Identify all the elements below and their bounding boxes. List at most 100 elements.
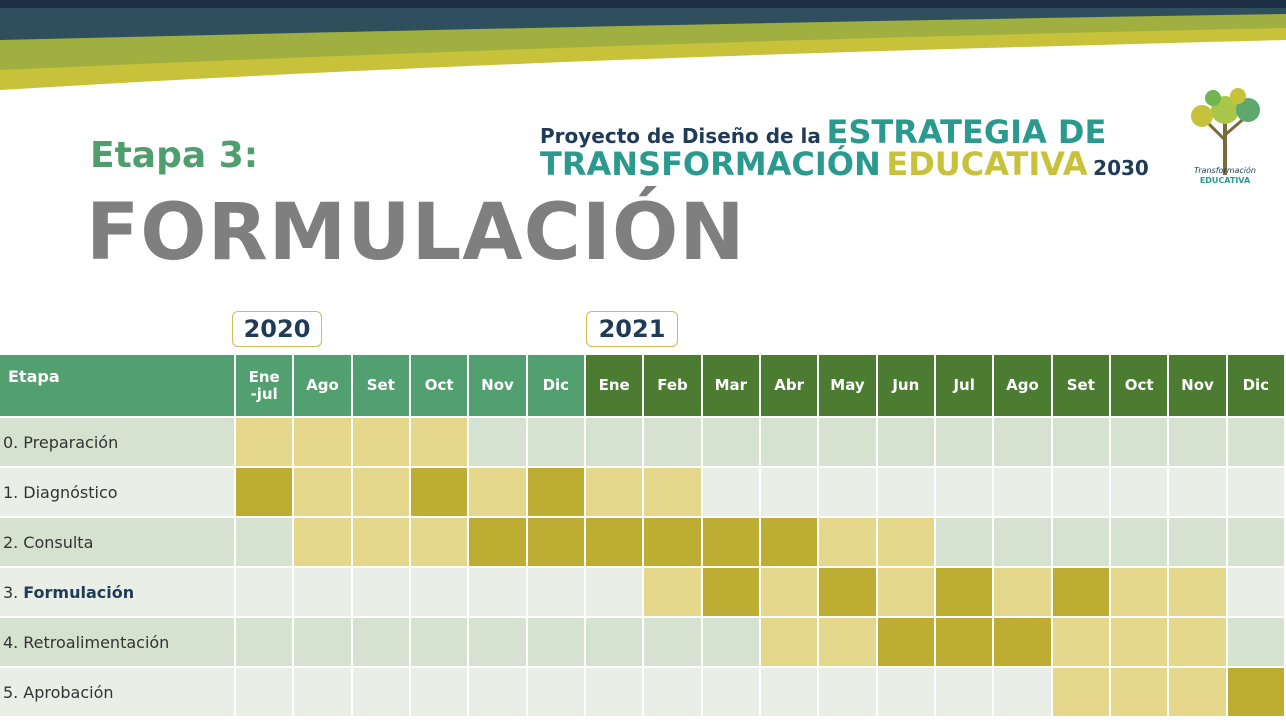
month-header: Abr xyxy=(761,355,820,418)
schedule-cell xyxy=(1111,618,1170,668)
schedule-cell xyxy=(936,618,995,668)
schedule-cell xyxy=(1227,418,1286,468)
schedule-cell xyxy=(702,568,761,618)
month-header: Ago xyxy=(294,355,353,418)
schedule-cell xyxy=(1052,668,1111,718)
month-header: Set xyxy=(1052,355,1111,418)
stage: Etapa 3: xyxy=(90,135,259,176)
schedule-cell xyxy=(1227,468,1286,518)
schedule-cell xyxy=(877,518,936,568)
brand-b: EDUCATIVA xyxy=(886,145,1088,183)
schedule-cell xyxy=(1111,568,1170,618)
schedule-cell xyxy=(527,468,586,518)
schedule-cell xyxy=(761,668,820,718)
schedule-cell xyxy=(352,668,411,718)
schedule-cell xyxy=(1052,518,1111,568)
row-label: 5. Aprobación xyxy=(0,668,236,718)
logo-a: Transformación xyxy=(1194,165,1256,175)
month-header: Ago xyxy=(994,355,1053,418)
schedule-cell xyxy=(644,468,703,518)
schedule-cell xyxy=(352,468,411,518)
schedule-cell xyxy=(1169,568,1228,618)
schedule-cell xyxy=(469,418,528,468)
schedule-cell xyxy=(1111,518,1170,568)
brand: Proyecto de Diseño de la ESTRATEGIA DE T… xyxy=(540,113,1160,183)
schedule-cell xyxy=(644,418,703,468)
schedule-cell xyxy=(411,668,470,718)
logo-b: EDUCATIVA xyxy=(1200,176,1251,185)
schedule-cell xyxy=(877,668,936,718)
month-header: Oct xyxy=(1111,355,1170,418)
logo: Transformación EDUCATIVA xyxy=(1191,88,1260,185)
row-label: 4. Retroalimentación xyxy=(0,618,236,668)
month-header: Ene -jul xyxy=(236,355,295,418)
row-name: Preparación xyxy=(23,432,119,452)
schedule-cell xyxy=(994,468,1053,518)
month-header: Nov xyxy=(469,355,528,418)
schedule-cell xyxy=(411,418,470,468)
year: 2021 xyxy=(586,311,678,347)
schedule-cell xyxy=(877,418,936,468)
schedule-cell xyxy=(877,618,936,668)
schedule-cell xyxy=(527,618,586,668)
month-header: Oct xyxy=(411,355,470,418)
schedule-cell xyxy=(1169,518,1228,568)
month-header: Jul xyxy=(936,355,995,418)
schedule-cell xyxy=(819,618,878,668)
schedule-cell xyxy=(936,568,995,618)
schedule-cell xyxy=(294,668,353,718)
schedule-cell xyxy=(586,518,645,568)
schedule-cell xyxy=(1111,418,1170,468)
top-band xyxy=(0,0,1286,90)
schedule-cell xyxy=(761,618,820,668)
schedule-cell xyxy=(352,518,411,568)
schedule-cell xyxy=(294,568,353,618)
row-name: Diagnóstico xyxy=(23,482,118,502)
schedule-cell xyxy=(761,418,820,468)
schedule-cell xyxy=(1111,668,1170,718)
month-header: May xyxy=(819,355,878,418)
schedule-cell xyxy=(586,418,645,468)
month-header: Dic xyxy=(1227,355,1286,418)
schedule-cell xyxy=(702,618,761,668)
row-number: 5. xyxy=(3,682,19,702)
month-header: Ene xyxy=(586,355,645,418)
month-header: Dic xyxy=(527,355,586,418)
schedule-cell xyxy=(761,518,820,568)
schedule-cell xyxy=(644,518,703,568)
row-name: Retroalimentación xyxy=(23,632,170,652)
schedule-cell xyxy=(877,468,936,518)
schedule-cell xyxy=(702,668,761,718)
schedule-cell xyxy=(702,418,761,468)
schedule-cell xyxy=(936,518,995,568)
schedule-cell xyxy=(877,568,936,618)
schedule-cell xyxy=(527,518,586,568)
brand-main: ESTRATEGIA DE xyxy=(826,113,1107,151)
gantt-table: Etapa Ene -jul Ago Set Oct Nov Dic Ene Feb Mar Abr… xyxy=(0,355,1286,722)
schedule-cell xyxy=(819,418,878,468)
schedule-cell xyxy=(469,618,528,668)
schedule-cell xyxy=(586,468,645,518)
month-header: Set xyxy=(352,355,411,418)
row-label: 3. Formulación xyxy=(0,568,236,618)
schedule-cell xyxy=(352,418,411,468)
title: FORMULACIÓN xyxy=(86,188,746,278)
schedule-cell xyxy=(236,568,295,618)
row-number: 2. xyxy=(3,532,19,552)
schedule-cell xyxy=(236,668,295,718)
schedule-cell xyxy=(936,668,995,718)
schedule-cell xyxy=(1227,618,1286,668)
schedule-cell xyxy=(644,668,703,718)
schedule-cell xyxy=(236,468,295,518)
row-name: Aprobación xyxy=(23,682,114,702)
schedule-cell xyxy=(1169,618,1228,668)
row-number: 3. xyxy=(3,582,19,602)
brand-a: TRANSFORMACIÓN xyxy=(540,145,881,183)
schedule-cell xyxy=(644,618,703,668)
schedule-cell xyxy=(469,468,528,518)
row-label: 1. Diagnóstico xyxy=(0,468,236,518)
schedule-cell xyxy=(702,468,761,518)
schedule-cell xyxy=(236,618,295,668)
schedule-cell xyxy=(819,668,878,718)
